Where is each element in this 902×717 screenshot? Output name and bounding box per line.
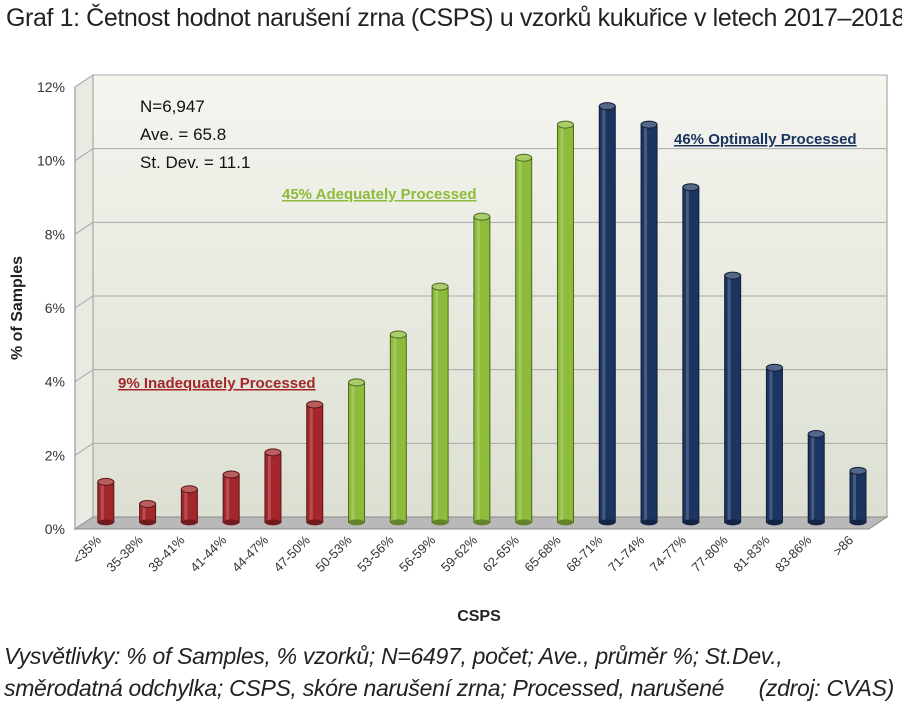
y-tick-label: 6%	[45, 300, 65, 316]
bar	[139, 499, 157, 526]
bar	[556, 120, 574, 526]
gridline-side	[74, 221, 94, 235]
x-tick-label: 41-44%	[187, 532, 230, 575]
x-tick-label: 53-56%	[354, 532, 397, 575]
page-title: Graf 1: Četnost hodnot narušení zrna (CS…	[6, 4, 902, 32]
x-tick-label: 77-80%	[689, 532, 732, 575]
caption: Vysvětlivky: % of Samples, % vzorků; N=6…	[4, 640, 900, 704]
x-tick-label: 56-59%	[396, 532, 439, 575]
chart: 0%2%4%6%8%10%12% <35% 35-38% 38-41% 41-44% 4…	[9, 74, 889, 625]
group-annotation: 46% Optimally Processed	[674, 131, 857, 148]
y-axis-ticks: 0% 2% 4% 6% 8% 10% 12%	[37, 79, 76, 537]
stats-stdev: St. Dev. = 11.1	[140, 153, 250, 172]
x-tick-label: 74-77%	[647, 532, 690, 575]
stats-average: Ave. = 65.8	[140, 125, 226, 144]
bar	[180, 485, 198, 526]
caption-source: (zdroj: CVAS)	[758, 675, 895, 701]
stats-box: N=6,947 Ave. = 65.8 St. Dev. = 11.1	[140, 97, 250, 172]
stats-n: N=6,947	[140, 97, 205, 116]
gridline-side	[74, 74, 94, 88]
y-tick-label: 4%	[45, 374, 65, 390]
y-tick-label: 10%	[37, 153, 65, 169]
x-tick-label: 62-65%	[480, 532, 523, 575]
group-annotation: 9% Inadequately Processed	[118, 375, 316, 392]
x-tick-label: 81-83%	[730, 532, 773, 575]
x-tick-label: 83-86%	[772, 532, 815, 575]
y-tick-label: 0%	[45, 521, 65, 537]
y-tick-label: 12%	[37, 79, 65, 95]
bar	[849, 466, 867, 526]
caption-line-2: směrodatná odchylka; CSPS, skóre narušen…	[4, 675, 725, 701]
bar	[515, 153, 533, 526]
x-tick-label: >86	[830, 533, 856, 559]
caption-line-1: Vysvětlivky: % of Samples, % vzorků; N=6…	[4, 643, 783, 669]
bar	[306, 400, 324, 526]
bar	[765, 363, 783, 526]
bar	[222, 470, 240, 526]
group-annotations: 9% Inadequately Processed 45% Adequately …	[118, 131, 857, 392]
bar	[807, 430, 825, 526]
y-axis-label: % of Samples	[9, 256, 26, 360]
bar	[598, 102, 616, 526]
x-tick-label: 65-68%	[521, 532, 564, 575]
bars	[97, 102, 867, 526]
x-tick-label: 71-74%	[605, 532, 648, 575]
x-axis-ticks: <35% 35-38% 38-41% 41-44% 44-47% 47-50% 50-53%…	[70, 532, 857, 575]
bar	[473, 212, 491, 526]
x-tick-label: 68-71%	[563, 532, 606, 575]
x-tick-label: 47-50%	[271, 532, 314, 575]
bar	[264, 448, 282, 526]
y-tick-label: 2%	[45, 447, 65, 463]
x-tick-label: <35%	[70, 532, 105, 567]
bar	[97, 477, 115, 526]
gridline-side	[74, 295, 94, 309]
x-axis-label: CSPS	[457, 608, 501, 625]
bar	[724, 271, 742, 526]
x-tick-label: 44-47%	[229, 532, 272, 575]
bar	[389, 330, 407, 526]
x-tick-label: 38-41%	[145, 532, 188, 575]
group-annotation: 45% Adequately Processed	[282, 186, 477, 203]
bar	[640, 120, 658, 526]
x-tick-label: 59-62%	[438, 532, 481, 575]
gridline-side	[74, 442, 94, 456]
x-tick-label: 50-53%	[312, 532, 355, 575]
bar	[431, 282, 449, 526]
x-tick-label: 35-38%	[104, 532, 147, 575]
gridline-side	[74, 148, 94, 162]
bar	[682, 183, 700, 526]
gridline-side	[74, 369, 94, 383]
y-tick-label: 8%	[45, 226, 65, 242]
bar	[348, 378, 366, 526]
